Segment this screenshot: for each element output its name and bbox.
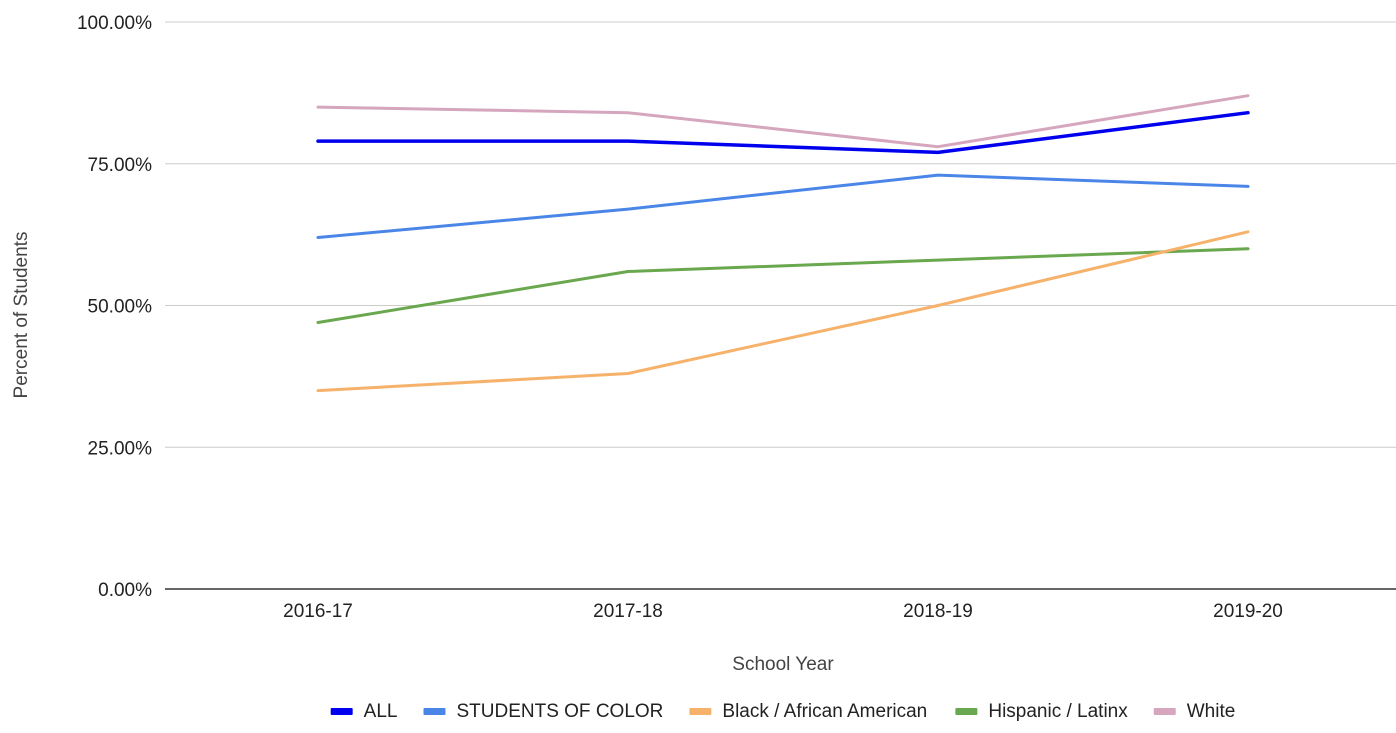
y-axis-ticks: 0.00% 25.00% 50.00% 75.00% 100.00% <box>77 13 152 601</box>
legend-swatch <box>423 708 446 715</box>
legend: ALL STUDENTS OF COLOR Black / African Amer… <box>330 701 1236 722</box>
x-axis-title: School Year <box>732 654 834 675</box>
y-tick-label: 75.00% <box>88 155 153 176</box>
x-axis-ticks: 2016-17 2017-18 2018-19 2019-20 <box>283 601 1283 622</box>
series-line-1 <box>316 173 1250 239</box>
x-tick-label: 2019-20 <box>1213 601 1283 622</box>
legend-label: Black / African American <box>722 701 927 722</box>
gridlines <box>165 21 1396 590</box>
x-tick-label: 2018-19 <box>903 601 973 622</box>
legend-swatch <box>955 708 978 715</box>
series-line-4 <box>316 94 1250 149</box>
series-line-0 <box>316 110 1250 155</box>
x-tick-label: 2016-17 <box>283 601 353 622</box>
legend-swatch <box>689 708 712 715</box>
series-lines <box>316 94 1250 393</box>
legend-swatch <box>330 708 353 715</box>
y-tick-label: 25.00% <box>88 438 153 459</box>
legend-swatch <box>1153 708 1176 715</box>
legend-label: Hispanic / Latinx <box>988 701 1128 722</box>
y-axis-title: Percent of Students <box>11 232 32 399</box>
series-line-2 <box>316 230 1250 393</box>
legend-label: STUDENTS OF COLOR <box>456 701 663 722</box>
x-tick-label: 2017-18 <box>593 601 663 622</box>
y-tick-label: 100.00% <box>77 13 152 34</box>
y-tick-label: 50.00% <box>88 297 153 318</box>
series-line-3 <box>316 247 1250 324</box>
y-tick-label: 0.00% <box>98 580 152 601</box>
legend-label: ALL <box>364 701 398 722</box>
legend-label: White <box>1187 701 1236 722</box>
